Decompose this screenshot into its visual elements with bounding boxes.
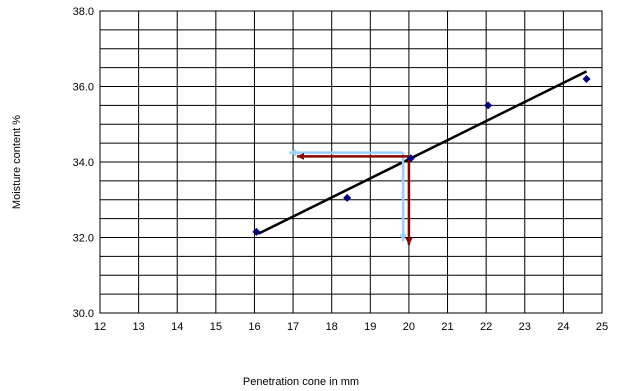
x-tick-label: 21: [441, 321, 453, 333]
y-tick-label: 34.0: [73, 157, 94, 169]
x-tick-label: 13: [132, 321, 144, 333]
x-tick-label: 24: [557, 321, 569, 333]
y-tick-labels: 30.0 32.0 34.0 36.0 38.0: [73, 6, 94, 320]
data-point: [582, 74, 591, 83]
y-tick-label: 32.0: [73, 233, 94, 245]
y-tick-label: 38.0: [73, 6, 94, 18]
data-point: [406, 154, 415, 163]
dark-red-arrow-left-head: [296, 152, 304, 160]
light-blue-arrow-down-head: [399, 234, 407, 242]
grid: [100, 11, 602, 313]
data-point: [484, 101, 493, 110]
x-tick-labels: 12 13 14 15 16 17 18 19 20 21 22 23 24 25: [94, 321, 608, 333]
arrow-annotations: [289, 149, 413, 246]
x-tick-label: 19: [364, 321, 376, 333]
x-tick-label: 22: [480, 321, 492, 333]
x-tick-label: 15: [210, 321, 222, 333]
data-points: [252, 74, 591, 236]
y-tick-label: 36.0: [73, 82, 94, 94]
x-axis-label: Penetration cone in mm: [243, 376, 359, 388]
x-tick-label: 23: [519, 321, 531, 333]
y-axis-label: Moisture content %: [11, 115, 23, 209]
x-tick-label: 14: [171, 321, 183, 333]
dark-red-arrow-down-head: [405, 238, 413, 246]
plot-frame: [99, 10, 603, 314]
x-tick-label: 16: [248, 321, 260, 333]
x-tick-label: 18: [326, 321, 338, 333]
trendline-group: [257, 70, 588, 235]
x-tick-label: 25: [596, 321, 608, 333]
x-tick-label: 20: [403, 321, 415, 333]
x-tick-label: 12: [94, 321, 106, 333]
y-tick-label: 30.0: [73, 308, 94, 320]
data-point: [252, 227, 261, 236]
data-point: [343, 193, 352, 202]
trendline: [257, 70, 588, 235]
light-blue-arrow-left-head: [289, 149, 297, 157]
x-tick-label: 17: [287, 321, 299, 333]
